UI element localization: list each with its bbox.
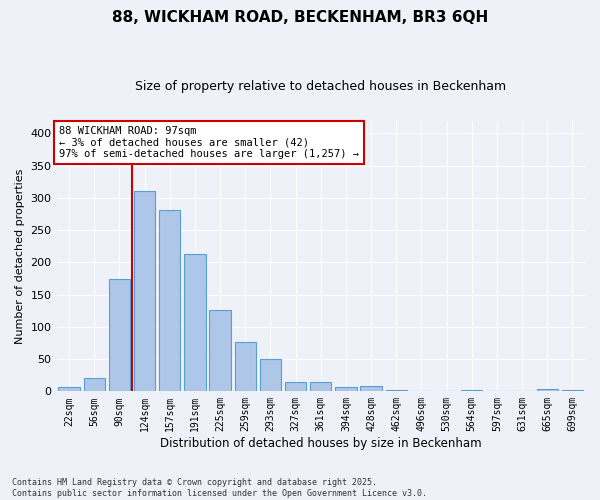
Bar	[159, 210, 181, 392]
Bar	[562, 390, 583, 392]
Bar	[235, 342, 256, 392]
Bar	[361, 386, 382, 392]
Bar	[461, 390, 482, 392]
Bar	[310, 382, 331, 392]
Y-axis label: Number of detached properties: Number of detached properties	[15, 168, 25, 344]
Bar	[335, 388, 356, 392]
Bar	[184, 254, 206, 392]
Bar	[209, 310, 231, 392]
Bar	[285, 382, 307, 392]
Bar	[109, 278, 130, 392]
Bar	[83, 378, 105, 392]
Bar	[134, 191, 155, 392]
Title: Size of property relative to detached houses in Beckenham: Size of property relative to detached ho…	[135, 80, 506, 93]
Bar	[386, 390, 407, 392]
Bar	[411, 390, 432, 392]
Text: 88 WICKHAM ROAD: 97sqm
← 3% of detached houses are smaller (42)
97% of semi-deta: 88 WICKHAM ROAD: 97sqm ← 3% of detached …	[59, 126, 359, 159]
Text: 88, WICKHAM ROAD, BECKENHAM, BR3 6QH: 88, WICKHAM ROAD, BECKENHAM, BR3 6QH	[112, 10, 488, 25]
X-axis label: Distribution of detached houses by size in Beckenham: Distribution of detached houses by size …	[160, 437, 482, 450]
Text: Contains HM Land Registry data © Crown copyright and database right 2025.
Contai: Contains HM Land Registry data © Crown c…	[12, 478, 427, 498]
Bar	[536, 390, 558, 392]
Bar	[260, 359, 281, 392]
Bar	[58, 388, 80, 392]
